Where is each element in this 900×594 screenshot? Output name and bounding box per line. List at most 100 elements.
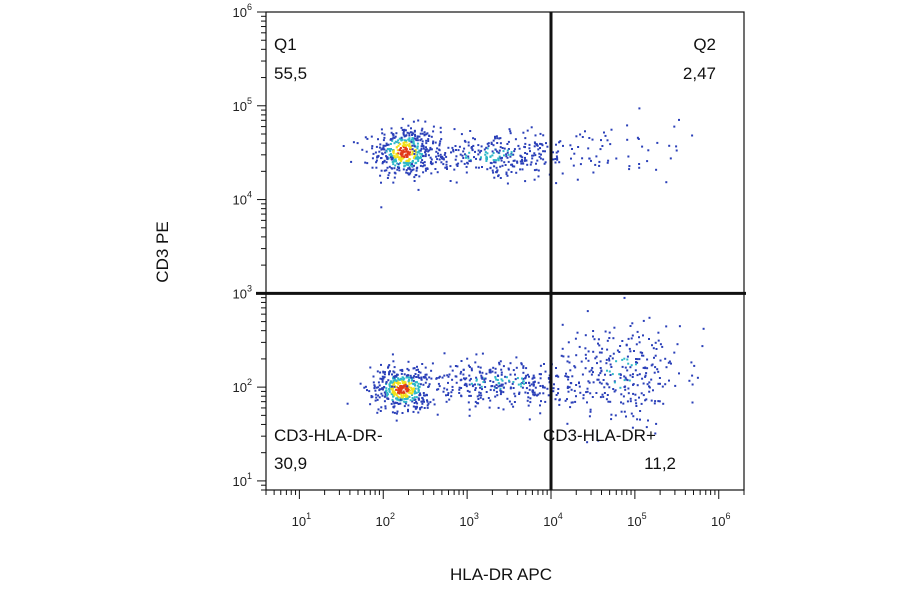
event-dot: [485, 391, 488, 393]
event-dot: [414, 387, 417, 390]
event-dot: [499, 360, 502, 363]
event-dot: [407, 395, 410, 398]
event-dot: [447, 375, 450, 378]
event-dot: [396, 373, 398, 376]
event-dot: [476, 402, 479, 405]
event-dot: [406, 143, 409, 146]
event-dot: [424, 381, 427, 384]
event-dot: [385, 389, 388, 392]
event-dot: [439, 156, 442, 158]
event-dot: [560, 354, 563, 357]
event-dot: [417, 398, 420, 401]
event-dot: [578, 345, 581, 348]
event-dot: [500, 384, 503, 387]
event-dot: [609, 355, 612, 358]
event-dot: [492, 139, 495, 142]
event-dot: [451, 146, 454, 149]
event-dot: [392, 133, 395, 136]
event-dot: [439, 140, 442, 143]
event-dot: [675, 149, 678, 152]
event-dot: [396, 168, 399, 171]
event-dot: [366, 162, 369, 165]
event-dot: [412, 156, 415, 159]
event-dot: [370, 395, 373, 397]
event-dot: [506, 182, 509, 185]
event-dot: [388, 390, 391, 392]
event-dot: [401, 152, 404, 155]
event-dot: [496, 379, 499, 381]
event-dot: [415, 139, 418, 142]
event-dot: [386, 391, 389, 394]
event-dot: [409, 392, 412, 395]
event-dot: [678, 325, 681, 328]
event-dot: [650, 364, 653, 367]
event-dot: [410, 140, 413, 143]
event-dot: [598, 381, 601, 384]
event-dot: [665, 366, 668, 369]
event-dot: [400, 149, 403, 152]
event-dot: [557, 150, 560, 153]
event-dot: [416, 384, 419, 387]
event-dot: [487, 142, 490, 145]
event-dot: [411, 150, 414, 153]
event-dot: [391, 139, 394, 142]
event-dot: [399, 138, 402, 141]
event-dot: [591, 396, 594, 398]
event-dot: [513, 159, 516, 162]
event-dot: [507, 160, 510, 163]
event-dot: [478, 391, 481, 394]
event-dot: [414, 157, 417, 160]
event-dot: [555, 155, 558, 158]
event-dot: [369, 403, 372, 406]
event-dot: [505, 376, 508, 379]
event-dot: [526, 399, 529, 402]
event-dot: [439, 126, 442, 129]
event-dot: [489, 369, 492, 372]
event-dot: [632, 383, 635, 386]
event-dot: [494, 367, 497, 370]
event-dot: [392, 181, 395, 184]
event-dot: [533, 169, 536, 172]
event-dot: [469, 160, 472, 163]
event-dot: [408, 142, 411, 145]
event-dot: [453, 168, 456, 171]
event-dot: [645, 372, 648, 375]
event-dot: [474, 150, 476, 153]
event-dot: [422, 162, 425, 164]
event-dot: [576, 178, 579, 181]
event-dot: [659, 343, 662, 346]
event-dot: [420, 129, 423, 132]
event-dot: [462, 368, 465, 371]
event-dot: [426, 167, 429, 170]
event-dot: [494, 159, 496, 162]
event-dot: [641, 145, 644, 148]
event-dot: [393, 390, 396, 393]
event-dot: [384, 407, 387, 410]
event-dot: [392, 136, 395, 139]
event-dot: [395, 152, 398, 155]
event-dot: [513, 392, 516, 395]
event-dot: [567, 378, 570, 381]
event-dot: [589, 408, 592, 411]
event-dot: [385, 169, 388, 172]
event-dot: [648, 338, 650, 340]
event-dot: [490, 162, 493, 165]
event-dot: [438, 144, 441, 147]
event-dot: [449, 365, 452, 368]
event-dot: [415, 381, 418, 384]
event-dot: [406, 385, 409, 388]
event-dot: [506, 151, 509, 154]
event-dot: [606, 139, 609, 142]
event-dot: [418, 385, 421, 388]
event-dot: [606, 339, 609, 342]
event-dot: [675, 145, 678, 148]
event-dot: [443, 374, 446, 377]
event-dot: [507, 148, 510, 150]
event-dot: [514, 138, 517, 141]
event-dot: [540, 153, 542, 156]
event-dot: [377, 138, 379, 141]
x-tick-label: 101: [292, 511, 311, 529]
event-dot: [375, 396, 378, 399]
event-dot: [440, 157, 443, 160]
event-dot: [495, 390, 498, 393]
